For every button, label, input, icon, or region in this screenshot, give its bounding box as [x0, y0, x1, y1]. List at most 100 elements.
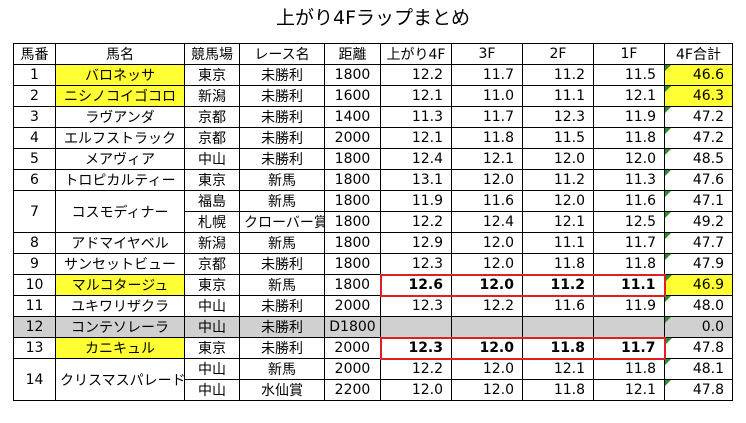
col-1f-header: 1F — [593, 43, 665, 65]
lap-3f-cell — [451, 316, 523, 338]
horse-name: カニキュル — [55, 337, 185, 359]
lap-2f-cell — [522, 316, 594, 338]
distance-cell: 1800 — [324, 211, 381, 233]
lap-3f-cell: 12.0 — [451, 232, 523, 254]
table-row: 10 マルコタージュ 東京 新馬 1800 12.6 12.0 11.2 11.1 46.9 — [13, 273, 733, 297]
lap-3f-cell: 11.7 — [451, 64, 523, 86]
venue-cell: 京都 — [184, 253, 240, 275]
distance-cell: 2000 — [324, 358, 381, 380]
lap-1f-cell: 11.8 — [593, 127, 665, 149]
lap-2f-cell: 11.2 — [522, 169, 594, 191]
lap-1f-cell: 11.5 — [593, 64, 665, 86]
col-race-header: レース名 — [239, 43, 325, 65]
horse-name: エルフストラック — [55, 127, 185, 149]
lap-4f-cell: 12.2 — [380, 358, 452, 380]
race-name-cell: 未勝利 — [239, 127, 325, 149]
lap-2f-cell: 11.8 — [522, 379, 594, 401]
lap-4f-cell: 12.2 — [380, 64, 452, 86]
lap-2f-cell: 11.2 — [522, 64, 594, 86]
lap-3f-cell: 11.6 — [451, 190, 523, 212]
venue-cell: 京都 — [184, 106, 240, 128]
total-4f-cell: 47.8 — [664, 379, 733, 401]
race-name-cell: 未勝利 — [239, 337, 325, 359]
race-name-cell: 新馬 — [239, 274, 325, 296]
lap-2f-cell: 11.8 — [522, 336, 594, 360]
col-venue-header: 競馬場 — [184, 43, 240, 65]
venue-cell: 中山 — [184, 316, 240, 338]
venue-cell: 中山 — [184, 379, 240, 401]
lap-4f-cell: 12.3 — [380, 295, 452, 317]
distance-cell: 1800 — [324, 253, 381, 275]
total-4f-cell: 46.3 — [664, 85, 733, 107]
horse-name: アドマイヤベル — [55, 232, 185, 254]
venue-cell: 新潟 — [184, 232, 240, 254]
race-name-cell: 未勝利 — [239, 85, 325, 107]
lap-1f-cell: 12.5 — [593, 211, 665, 233]
distance-cell: 2200 — [324, 379, 381, 401]
lap-4f-cell: 13.1 — [380, 169, 452, 191]
lap-3f-cell: 12.2 — [451, 295, 523, 317]
total-4f-cell: 47.7 — [664, 232, 733, 254]
horse-number: 2 — [13, 85, 56, 107]
col-total-header: 4F合計 — [664, 43, 733, 65]
table-row: 8 アドマイヤベル 新潟 新馬 1800 12.9 12.0 11.1 11.7 47.7 — [13, 232, 733, 254]
table-row: 6 トロピカルティー 東京 新馬 1800 13.1 12.0 11.2 11.3 47.6 — [13, 169, 733, 191]
race-name-cell: 新馬 — [239, 232, 325, 254]
lap-1f-cell: 11.6 — [593, 190, 665, 212]
lap-3f-cell: 12.0 — [451, 169, 523, 191]
lap-3f-cell: 11.0 — [451, 85, 523, 107]
distance-cell: 2000 — [324, 295, 381, 317]
lap-1f-cell: 12.1 — [593, 85, 665, 107]
horse-number: 5 — [13, 148, 56, 170]
lap-1f-cell: 12.0 — [593, 148, 665, 170]
horse-number: 4 — [13, 127, 56, 149]
horse-name: コンテソレーラ — [55, 316, 185, 338]
table-row: 7 コスモディナー 福島 新馬 1800 11.9 11.6 12.0 11.6 47.1 — [13, 190, 733, 233]
lap-1f-cell: 11.7 — [593, 232, 665, 254]
lap-4f-cell: 11.3 — [380, 106, 452, 128]
horse-number: 1 — [13, 64, 56, 86]
venue-cell: 札幌 — [184, 211, 240, 233]
race-name-cell: 新馬 — [239, 358, 325, 380]
table-row: 3 ラヴアンダ 京都 未勝利 1400 11.3 11.7 12.3 11.9 47.2 — [13, 106, 733, 128]
lap-3f-cell: 12.4 — [451, 211, 523, 233]
lap-4f-cell — [380, 316, 452, 338]
lap-1f-cell: 11.1 — [593, 273, 666, 297]
lap-1f-cell: 12.1 — [593, 379, 665, 401]
horse-name: ラヴアンダ — [55, 106, 185, 128]
total-4f-cell: 0.0 — [664, 316, 733, 338]
distance-cell: 1800 — [324, 64, 381, 86]
race-name-cell: 未勝利 — [239, 253, 325, 275]
venue-cell: 中山 — [184, 148, 240, 170]
total-4f-cell: 47.8 — [664, 337, 733, 359]
lap-4f-cell: 11.9 — [380, 190, 452, 212]
horse-number: 7 — [13, 190, 56, 233]
table-row: 14 クリスマスパレード 中山 新馬 2000 12.2 12.0 12.1 11.8 48.1 — [13, 358, 733, 401]
lap-2f-cell: 12.3 — [522, 106, 594, 128]
venue-cell: 新潟 — [184, 85, 240, 107]
lap-table: 馬番 馬名 競馬場 レース名 距離 上がり4F 3F 2F 1F 4F合計 1 バロネッサ 東京 未勝利… — [13, 43, 733, 401]
lap-4f-cell: 12.1 — [380, 85, 452, 107]
venue-cell: 中山 — [184, 295, 240, 317]
race-name-cell: 新馬 — [239, 190, 325, 212]
header-row: 馬番 馬名 競馬場 レース名 距離 上がり4F 3F 2F 1F 4F合計 — [13, 43, 733, 65]
horse-number: 6 — [13, 169, 56, 191]
venue-cell: 中山 — [184, 358, 240, 380]
lap-2f-cell: 11.8 — [522, 253, 594, 275]
venue-cell: 東京 — [184, 169, 240, 191]
distance-cell: 1800 — [324, 232, 381, 254]
venue-cell: 東京 — [184, 64, 240, 86]
lap-4f-cell: 12.4 — [380, 148, 452, 170]
venue-cell: 福島 — [184, 190, 240, 212]
col-3f-header: 3F — [451, 43, 523, 65]
table-row: 13 カニキュル 東京 未勝利 2000 12.3 12.0 11.8 11.7 47.8 — [13, 336, 733, 360]
race-name-cell: 未勝利 — [239, 316, 325, 338]
lap-1f-cell: 11.9 — [593, 106, 665, 128]
total-4f-cell: 49.2 — [664, 211, 733, 233]
total-4f-cell: 47.2 — [664, 127, 733, 149]
distance-cell: 1800 — [324, 148, 381, 170]
lap-1f-cell — [593, 316, 665, 338]
horse-name: バロネッサ — [55, 64, 185, 86]
table-row: 9 サンセットビュー 京都 未勝利 1800 12.3 12.0 11.8 11.8 47.9 — [13, 253, 733, 275]
col-2f-header: 2F — [522, 43, 594, 65]
